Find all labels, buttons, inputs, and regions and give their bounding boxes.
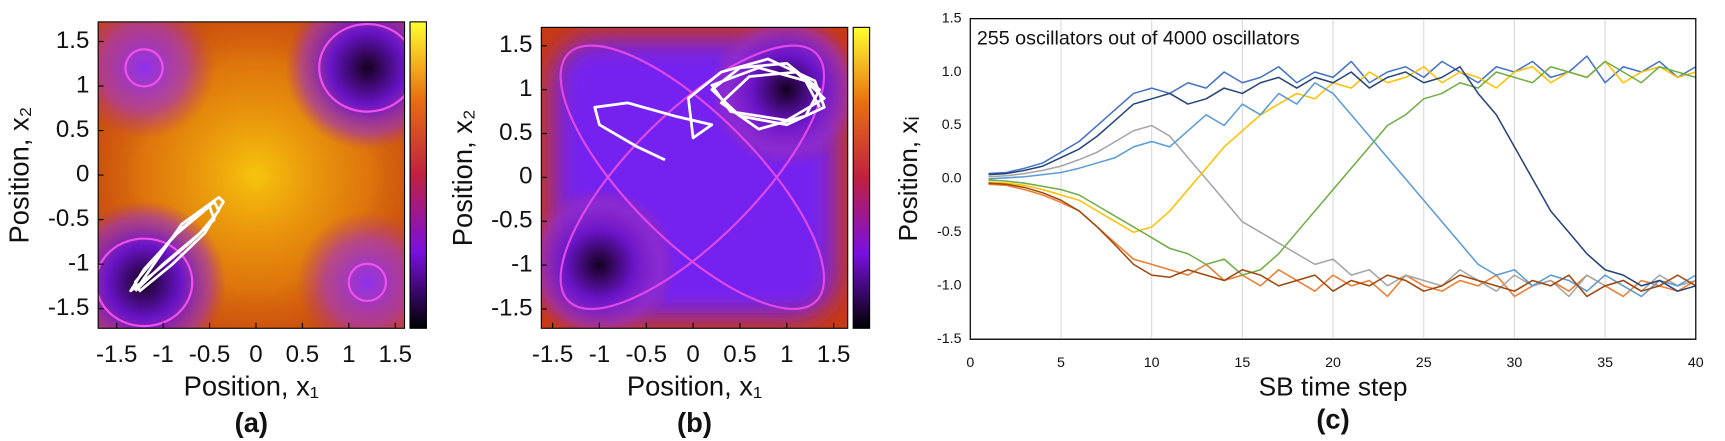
x-tick-label: 0 (686, 341, 699, 368)
y-tick-label: -0.5 (48, 205, 89, 232)
y-tick-label: 1 (76, 71, 89, 98)
x-tick-label: 0 (966, 355, 974, 371)
y-tick-label: -1.5 (48, 294, 89, 321)
y-tick-label: 0.5 (56, 116, 89, 143)
x-tick-label: -0.5 (189, 341, 230, 368)
x-tick-label: 1.5 (379, 341, 412, 368)
y-tick-label: -1.5 (491, 294, 532, 321)
contour (347, 262, 388, 303)
x-tick-label: -1 (589, 341, 610, 368)
panel-label: (c) (1316, 404, 1349, 435)
x-tick-label: -1.5 (532, 341, 573, 368)
y-tick-label: 1.5 (499, 31, 532, 58)
y-tick-label: -0.5 (937, 224, 962, 240)
x-tick-label: 1.5 (817, 341, 850, 368)
x-tick-label: 20 (1325, 355, 1341, 371)
heatmap-b (541, 27, 848, 329)
y-tick-label: -1 (68, 250, 89, 277)
x-tick-label: -1 (152, 341, 173, 368)
x-axis-label: Position, x₁ (184, 371, 319, 402)
x-tick-label: 30 (1507, 355, 1523, 371)
heatmap-well (709, 27, 848, 167)
x-tick-label: 15 (1234, 355, 1250, 371)
y-axis-label: Position, x₂ (447, 109, 478, 246)
x-tick-label: 1 (342, 341, 355, 368)
y-tick-label: -1.0 (937, 278, 962, 294)
y-axis-label: Position, x₂ (4, 107, 35, 244)
y-tick-label: 0 (76, 160, 89, 187)
contour (318, 22, 405, 113)
x-tick-label: 10 (1144, 355, 1160, 371)
plot-frame (540, 26, 849, 329)
x-tick-label: 0.5 (286, 341, 319, 368)
y-tick-label: 1 (519, 75, 532, 102)
panel-label: (b) (677, 407, 712, 438)
plot-frame (97, 21, 406, 329)
y-axis-label: Position, xᵢ (893, 116, 923, 241)
line (593, 57, 826, 162)
x-axis-label: Position, x₁ (627, 371, 762, 402)
x-tick-label: 0.5 (723, 341, 756, 368)
line (988, 55, 1697, 175)
line (129, 195, 225, 293)
x-tick-label: 40 (1688, 355, 1704, 371)
annotation: 255 oscillators out of 4000 oscillators (977, 28, 1300, 50)
plot-frame (969, 18, 1697, 340)
line (988, 182, 1697, 298)
colorbar (852, 26, 871, 329)
line (988, 60, 1697, 276)
x-tick-label: 25 (1416, 355, 1432, 371)
x-tick-label: 0 (249, 341, 262, 368)
y-tick-label: 0.5 (942, 117, 962, 133)
x-tick-label: -0.5 (626, 341, 667, 368)
x-tick-label: -1.5 (96, 341, 137, 368)
x-tick-label: 35 (1597, 355, 1613, 371)
x-axis-label: SB time step (1259, 371, 1408, 401)
y-tick-label: -1 (511, 250, 532, 277)
heatmap-well (98, 21, 216, 139)
contour (124, 48, 164, 88)
heatmap-well (285, 21, 405, 150)
contour (559, 44, 826, 311)
y-tick-label: 1.0 (942, 64, 962, 80)
y-tick-label: -0.5 (491, 207, 532, 234)
contour (559, 44, 826, 311)
panel-label: (a) (235, 407, 268, 438)
x-tick-label: 5 (1057, 355, 1065, 371)
y-tick-label: 0.0 (942, 171, 962, 187)
x-tick-label: 1 (780, 341, 793, 368)
y-tick-label: 0.5 (499, 119, 532, 146)
colorbar (409, 21, 427, 329)
contour (98, 237, 194, 328)
y-tick-label: 1.5 (942, 10, 962, 26)
y-tick-label: 1.5 (56, 27, 89, 54)
line (988, 183, 1697, 298)
line (988, 65, 1697, 292)
y-tick-label: 0 (519, 163, 532, 190)
heatmap-a (98, 21, 405, 329)
y-tick-label: -1.5 (937, 331, 962, 347)
